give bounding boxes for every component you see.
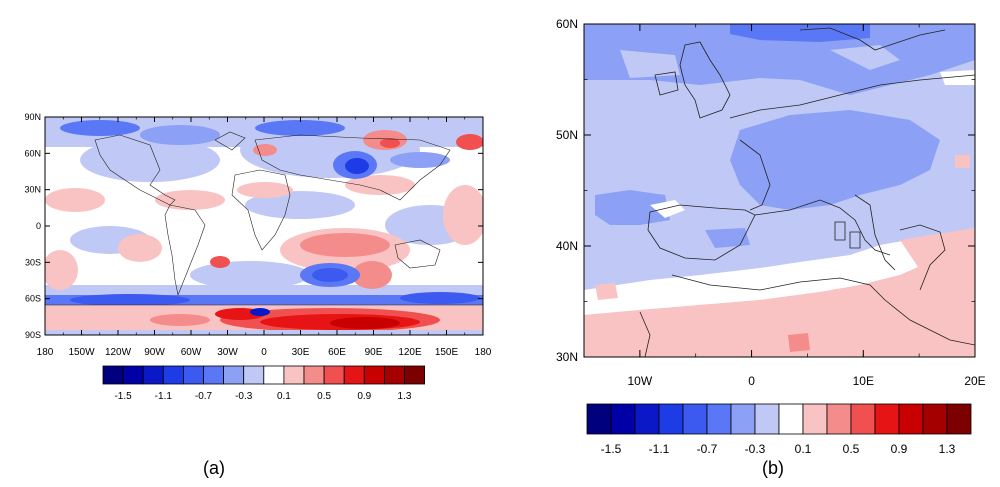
colorbar-tick-label: 1.3 (939, 442, 956, 456)
colorbar-swatch (142, 365, 164, 385)
panel-b-field (584, 24, 975, 357)
panel-b-colorbar: -1.5 -1.1 -0.7 -0.3 0.1 0.5 0.9 1.3 (586, 403, 972, 456)
colorbar-swatch (323, 365, 345, 385)
colorbar-swatch (730, 403, 756, 435)
panel-a-colorbar: -1.5 -1.1 -0.7 -0.3 0.1 0.5 0.9 1.3 (102, 365, 426, 402)
colorbar-swatch (303, 365, 325, 385)
panel-b-lon-axis: 10W 0 10E 20E (628, 374, 986, 388)
colorbar-swatch (383, 365, 405, 385)
colorbar-swatch (946, 403, 972, 435)
panel-a-coastlines (45, 131, 483, 306)
lon-tick-label: 180 (37, 347, 54, 358)
colorbar-tick-label: 1.3 (398, 391, 412, 402)
colorbar-swatch (162, 365, 184, 385)
lon-tick-label: 20E (964, 374, 985, 388)
colorbar-swatch (363, 365, 385, 385)
lat-tick-label: 30N (556, 350, 578, 364)
colorbar-tick-label: -1.1 (649, 442, 670, 456)
panel-b-map: 60N 50N 40N 30N 10W 0 10E 20E (556, 17, 986, 388)
lon-tick-label: 30E (292, 347, 310, 358)
lat-tick-label: 60N (556, 17, 578, 31)
colorbar-swatch (802, 403, 828, 435)
lat-tick-label: 60S (25, 294, 41, 304)
colorbar-tick-label: -0.7 (195, 391, 213, 402)
panel-a-lon-axis: 180 150W 120W 90W 60W 30W 0 30E 60E 90E 120E 150E 18… (37, 347, 492, 358)
colorbar-tick-label: -1.5 (601, 442, 622, 456)
colorbar-swatch (706, 403, 732, 435)
lon-tick-label: 0 (748, 374, 755, 388)
lon-tick-label: 150W (68, 347, 95, 358)
colorbar-swatch (754, 403, 780, 435)
lon-tick-label: 120W (105, 347, 132, 358)
colorbar-tick-label: 0.9 (357, 391, 371, 402)
lat-tick-label: 0 (36, 221, 41, 231)
colorbar-tick-label: -0.3 (745, 442, 766, 456)
colorbar-swatch (182, 365, 204, 385)
colorbar-swatch (586, 403, 612, 435)
colorbar-tick-label: 0.5 (843, 442, 860, 456)
colorbar-swatch (826, 403, 852, 435)
colorbar-swatch (682, 403, 708, 435)
lon-tick-label: 60W (181, 347, 202, 358)
panel-a-caption: (a) (203, 458, 225, 478)
colorbar-swatch (243, 365, 265, 385)
panel-b-lat-axis: 60N 50N 40N 30N (556, 17, 578, 364)
lon-tick-label: 180 (475, 347, 492, 358)
colorbar-tick-label: 0.1 (795, 442, 812, 456)
panel-b-coastlines (639, 27, 975, 357)
lat-tick-label: 50N (556, 128, 578, 142)
lon-tick-label: 10W (628, 374, 653, 388)
colorbar-swatch (223, 365, 245, 385)
lon-tick-label: 90W (144, 347, 165, 358)
lat-tick-label: 90N (24, 112, 41, 122)
lon-tick-label: 150E (435, 347, 459, 358)
colorbar-tick-label: -0.7 (697, 442, 718, 456)
colorbar-swatch (610, 403, 636, 435)
colorbar-swatch (922, 403, 948, 435)
colorbar-swatch (203, 365, 225, 385)
colorbar-swatch (102, 365, 124, 385)
colorbar-swatch (404, 365, 426, 385)
colorbar-tick-label: 0.1 (277, 391, 291, 402)
panel-a-field (45, 117, 483, 335)
panel-a-map: 90N 60N 30N 0 30S 60S 90S 180 150W 120W 90W 60W 30W… (24, 112, 492, 358)
colorbar-swatch (283, 365, 305, 385)
colorbar-swatch (874, 403, 900, 435)
lon-tick-label: 30W (217, 347, 238, 358)
colorbar-swatch (634, 403, 660, 435)
lon-tick-label: 120E (398, 347, 422, 358)
colorbar-tick-label: -1.5 (114, 391, 132, 402)
panel-a-ticks (44, 116, 484, 336)
colorbar-tick-label: -0.3 (235, 391, 253, 402)
colorbar-swatch (898, 403, 924, 435)
colorbar-swatch (778, 403, 804, 435)
lon-tick-label: 0 (261, 347, 267, 358)
lon-tick-label: 10E (853, 374, 874, 388)
colorbar-tick-label: -1.1 (155, 391, 173, 402)
colorbar-tick-label: 0.9 (891, 442, 908, 456)
lat-tick-label: 30N (24, 185, 41, 195)
colorbar-swatch (122, 365, 144, 385)
colorbar-swatch (263, 365, 285, 385)
colorbar-tick-label: 0.5 (317, 391, 331, 402)
lat-tick-label: 60N (24, 148, 41, 158)
panel-b-ticks (583, 23, 976, 358)
lon-tick-label: 60E (328, 347, 346, 358)
panel-a-lat-axis: 90N 60N 30N 0 30S 60S 90S (24, 112, 41, 340)
lat-tick-label: 40N (556, 239, 578, 253)
lon-tick-label: 90E (365, 347, 383, 358)
lat-tick-label: 30S (25, 257, 41, 267)
panel-b-caption: (b) (762, 458, 784, 478)
colorbar-swatch (850, 403, 876, 435)
colorbar-swatch (658, 403, 684, 435)
colorbar-swatch (343, 365, 365, 385)
lat-tick-label: 90S (25, 330, 41, 340)
